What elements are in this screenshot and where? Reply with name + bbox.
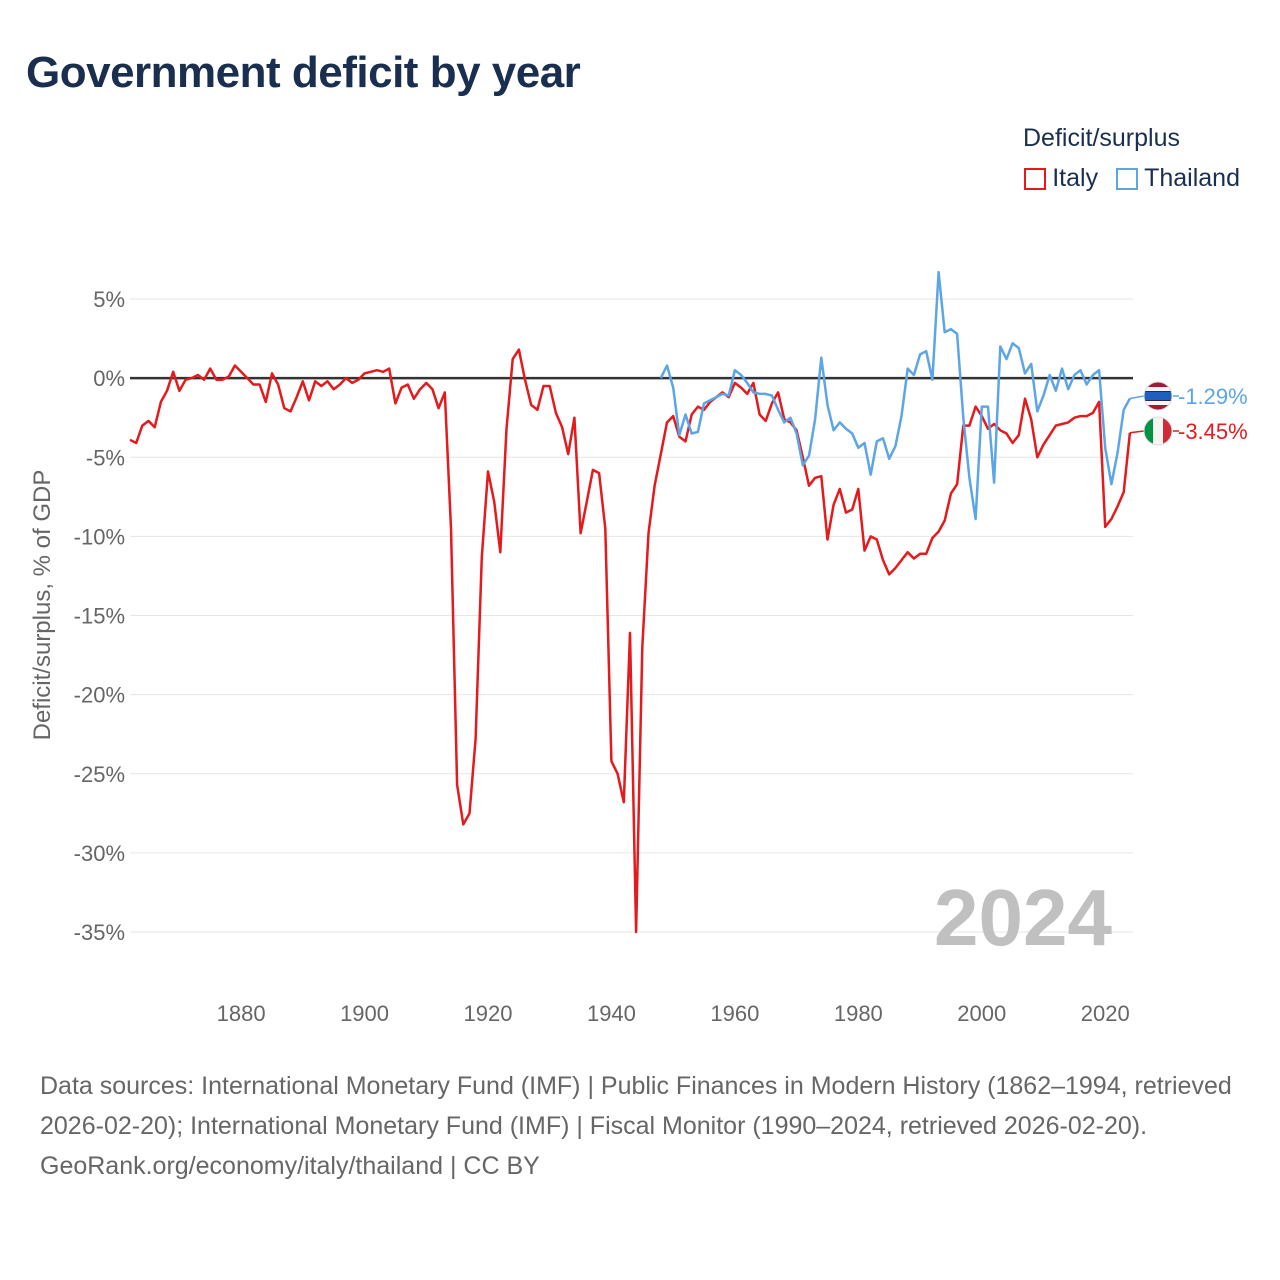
legend-item-thailand[interactable]: Thailand xyxy=(1116,164,1240,193)
y-tick-label: 5% xyxy=(93,287,125,312)
y-tick-label: -35% xyxy=(74,920,125,945)
page-title: Government deficit by year xyxy=(26,48,581,97)
x-tick-label: 1960 xyxy=(710,1001,759,1026)
end-connector-italy xyxy=(1129,430,1145,434)
series-line-thailand[interactable] xyxy=(659,270,1131,521)
flag-thailand-icon xyxy=(1143,381,1173,411)
x-tick-label: 2020 xyxy=(1081,1001,1130,1026)
legend-swatch-italy xyxy=(1024,167,1047,190)
x-axis: 1880 1900 1920 1940 1960 1980 2000 2020 xyxy=(217,1001,1130,1026)
y-tick-label: -10% xyxy=(74,524,125,549)
y-tick-label: -20% xyxy=(74,683,125,708)
legend: Italy Thailand xyxy=(1024,164,1240,193)
y-tick-label: -15% xyxy=(74,604,125,629)
x-tick-label: 1920 xyxy=(464,1001,513,1026)
y-tick-label: -5% xyxy=(86,445,125,470)
footer: Data sources: International Monetary Fun… xyxy=(40,1066,1240,1186)
end-labels: -1.29% -3.45% xyxy=(1129,381,1248,446)
legend-title: Deficit/surplus xyxy=(1023,124,1180,152)
gridlines xyxy=(130,298,1133,933)
series-lines xyxy=(129,270,1132,934)
x-tick-label: 1880 xyxy=(217,1001,266,1026)
footer-credit: GeoRank.org/economy/italy/thailand | CC … xyxy=(40,1152,540,1180)
y-axis-label: Deficit/surplus, % of GDP xyxy=(29,470,56,741)
y-axis: 5% 0% -5% -10% -15% -20% -25% -30% -35% xyxy=(74,287,125,945)
end-label-italy: -3.45% xyxy=(1178,419,1248,444)
y-tick-label: -25% xyxy=(74,762,125,787)
legend-label-thailand: Thailand xyxy=(1144,164,1240,192)
x-tick-label: 1940 xyxy=(587,1001,636,1026)
flag-italy-icon xyxy=(1143,416,1173,446)
legend-item-italy[interactable]: Italy xyxy=(1024,164,1098,193)
chart: 5% 0% -5% -10% -15% -20% -25% -30% -35% 1880 1900… xyxy=(29,270,1248,1026)
y-tick-label: -30% xyxy=(74,841,125,866)
x-tick-label: 1900 xyxy=(340,1001,389,1026)
legend-swatch-thailand xyxy=(1116,167,1139,190)
legend-label-italy: Italy xyxy=(1052,164,1099,192)
x-tick-label: 2000 xyxy=(957,1001,1006,1026)
end-connector-thailand xyxy=(1129,395,1145,400)
y-tick-label: 0% xyxy=(93,366,125,391)
end-label-thailand: -1.29% xyxy=(1178,384,1248,409)
x-tick-label: 1980 xyxy=(834,1001,883,1026)
footer-sources: Data sources: International Monetary Fun… xyxy=(40,1072,1232,1140)
year-watermark: 2024 xyxy=(934,873,1112,962)
